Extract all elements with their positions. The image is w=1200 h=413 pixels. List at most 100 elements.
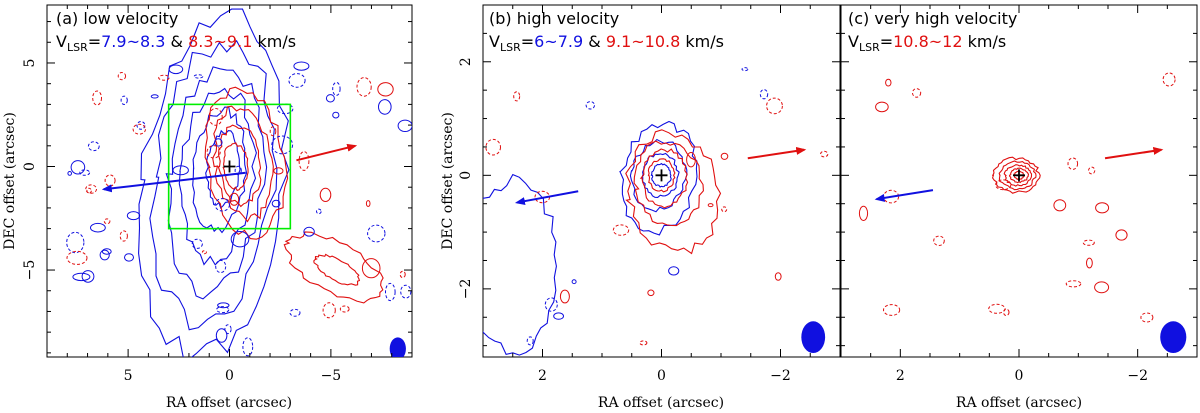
noise-contour bbox=[99, 249, 110, 261]
noise-contour bbox=[214, 198, 231, 212]
noise-contour bbox=[230, 231, 250, 248]
noise-contour bbox=[191, 238, 203, 249]
red-contour bbox=[998, 160, 1037, 191]
noise-contour bbox=[158, 74, 170, 81]
noise-contour bbox=[1053, 199, 1067, 212]
noise-contour bbox=[647, 289, 655, 297]
y-tick-label: 2 bbox=[458, 57, 474, 66]
panel-a-contours bbox=[66, 8, 412, 357]
noise-contour bbox=[858, 205, 869, 221]
noise-contour bbox=[1162, 72, 1176, 87]
noise-contour bbox=[885, 78, 892, 87]
red-contour bbox=[1008, 167, 1030, 184]
noise-contour bbox=[201, 250, 207, 255]
noise-contour bbox=[79, 169, 91, 176]
red-contour bbox=[204, 86, 289, 240]
noise-contour bbox=[544, 297, 558, 312]
noise-contour bbox=[193, 74, 204, 79]
red-contour bbox=[212, 105, 274, 223]
noise-contour bbox=[86, 187, 92, 194]
noise-contour bbox=[720, 152, 729, 160]
noise-contour bbox=[612, 224, 630, 236]
beam-ellipse bbox=[801, 321, 826, 354]
noise-contour bbox=[639, 340, 648, 346]
panel-a-xlabel: RA offset (arcsec) bbox=[166, 395, 292, 411]
noise-contour bbox=[339, 305, 350, 313]
noise-contour bbox=[1140, 312, 1154, 323]
x-tick-label: 0 bbox=[1015, 368, 1024, 384]
noise-contour bbox=[273, 167, 284, 175]
noise-contour bbox=[585, 101, 595, 110]
red-contour bbox=[639, 148, 689, 209]
x-tick-label: 2 bbox=[896, 368, 905, 384]
noise-contour bbox=[668, 266, 680, 276]
panel-c-contours bbox=[858, 72, 1187, 354]
blue-contour bbox=[138, 8, 290, 357]
noise-contour bbox=[67, 171, 72, 176]
noise-contour bbox=[216, 306, 230, 314]
noise-contour bbox=[303, 226, 315, 237]
blue-contour bbox=[619, 120, 698, 236]
blue-contour bbox=[629, 138, 688, 213]
noise-contour bbox=[1003, 308, 1010, 316]
noise-contour bbox=[774, 272, 782, 281]
noise-contour bbox=[397, 119, 412, 132]
noise-contour bbox=[103, 218, 111, 225]
noise-contour bbox=[90, 222, 106, 233]
noise-contour bbox=[316, 208, 322, 215]
noise-contour bbox=[378, 99, 392, 115]
panel-a-frame bbox=[46, 4, 413, 358]
noise-contour bbox=[485, 138, 502, 156]
noise-contour bbox=[66, 231, 85, 254]
noise-contour bbox=[513, 91, 521, 102]
red-contour bbox=[991, 156, 1041, 194]
noise-contour bbox=[1065, 280, 1082, 288]
panel-a: 5 0 −5 5 0 −5 (a) low velocity VLSR=7.9~8.3 &… bbox=[2, 4, 413, 411]
noise-contour bbox=[276, 103, 294, 115]
panel-c-xlabel: RA offset (arcsec) bbox=[956, 395, 1082, 411]
beam-ellipse bbox=[389, 337, 406, 357]
blue-contour bbox=[149, 39, 278, 331]
y-tick-label: 0 bbox=[458, 171, 474, 180]
noise-contour bbox=[217, 302, 230, 309]
panel-a-vlsr: VLSR=7.9~8.3 & 8.3~9.1 km/s bbox=[56, 32, 296, 54]
noise-contour bbox=[741, 67, 749, 72]
x-tick-label: −5 bbox=[321, 368, 342, 384]
noise-contour bbox=[242, 337, 254, 357]
noise-contour bbox=[168, 64, 184, 75]
noise-contour bbox=[377, 82, 394, 97]
source-marker bbox=[655, 169, 668, 182]
x-tick-label: 0 bbox=[225, 368, 234, 384]
noise-contour bbox=[367, 224, 386, 243]
noise-contour bbox=[707, 203, 714, 208]
panel-b-contours bbox=[483, 67, 829, 356]
blue-contour bbox=[483, 173, 557, 356]
noise-contour bbox=[361, 258, 381, 279]
noise-contour bbox=[104, 174, 116, 187]
noise-contour bbox=[298, 151, 310, 171]
noise-contour bbox=[120, 95, 128, 106]
panel-b-title: (b) high velocity bbox=[489, 9, 619, 28]
noise-contour bbox=[70, 160, 86, 175]
panel-b-vlsr: VLSR=6~7.9 & 9.1~10.8 km/s bbox=[489, 32, 724, 54]
noise-contour bbox=[1115, 229, 1128, 241]
y-tick-label: 5 bbox=[22, 59, 38, 68]
zoom-box bbox=[167, 103, 292, 230]
noise-contour bbox=[215, 259, 227, 274]
noise-contour bbox=[214, 138, 223, 147]
panel-c: 2 0 −2 (c) very high velocity VLSR=10.8~12… bbox=[840, 4, 1198, 411]
blue-contour bbox=[192, 106, 248, 234]
panel-b: 2 0 −2 2 0 −2 (b) high velocity VLSR=6~7.9 & … bbox=[440, 4, 841, 411]
blueshifted-arrow bbox=[101, 171, 246, 193]
blue-contour bbox=[650, 162, 672, 188]
noise-contour bbox=[766, 97, 783, 115]
noise-contour bbox=[229, 192, 240, 206]
red-contour bbox=[222, 142, 249, 192]
noise-contour bbox=[117, 72, 127, 81]
x-tick-label: −2 bbox=[770, 368, 791, 384]
panel-c-vlsr: VLSR=10.8~12 km/s bbox=[848, 32, 1006, 54]
noise-contour bbox=[66, 250, 88, 265]
red-contour bbox=[625, 129, 722, 255]
noise-contour bbox=[172, 165, 189, 176]
noise-contour bbox=[322, 302, 336, 319]
